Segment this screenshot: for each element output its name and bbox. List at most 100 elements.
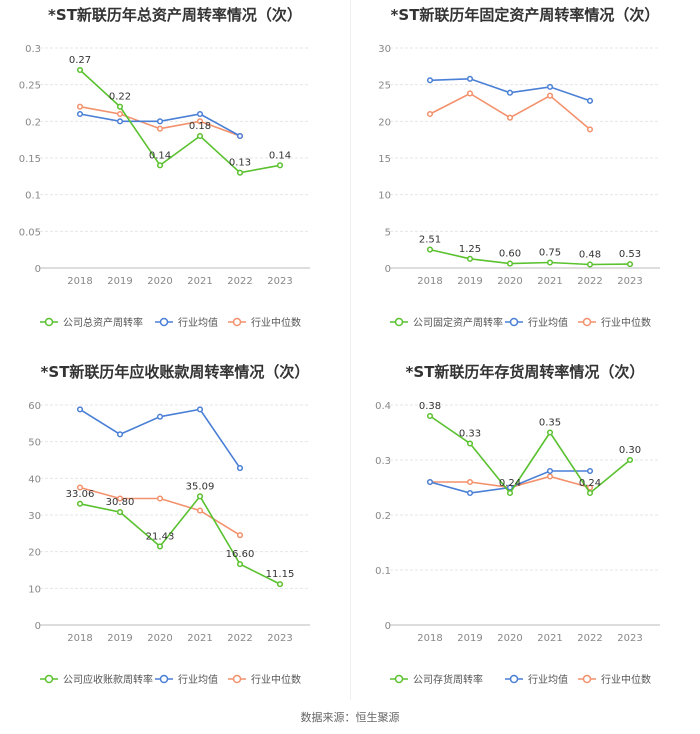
data-point-industry_median xyxy=(466,90,474,97)
data-point-industry_median xyxy=(546,473,554,480)
data-point-industry_avg xyxy=(426,478,434,486)
data-label: 0.24 xyxy=(499,478,521,489)
data-point-company xyxy=(546,429,554,436)
y-tick-label: 25 xyxy=(378,81,391,92)
x-tick-label: 2018 xyxy=(67,633,92,644)
data-point-industry_avg xyxy=(156,118,164,125)
y-tick-label: 50 xyxy=(28,438,41,449)
y-tick-label: 0.25 xyxy=(19,81,41,92)
data-label: 0.38 xyxy=(419,401,441,412)
y-tick-label: 0.1 xyxy=(375,566,391,577)
chart-svg: 0 0.05 0.1 0.15 0.2 0.25 0.3 2018 2019 2020 2021 20… xyxy=(19,44,310,329)
legend-marker-industry_median xyxy=(582,674,592,684)
data-point-industry_avg xyxy=(116,431,124,438)
x-tick-label: 2020 xyxy=(147,276,172,287)
data-point-company xyxy=(506,489,514,497)
legend-marker-company xyxy=(394,317,404,327)
data-label: 0.22 xyxy=(109,92,131,103)
series-line-industry_median xyxy=(79,486,241,536)
data-point-company xyxy=(586,261,594,268)
y-tick-label: 0.2 xyxy=(25,117,41,128)
data-point-company xyxy=(546,259,554,266)
data-point-industry_avg xyxy=(236,465,244,472)
x-tick-label: 2018 xyxy=(417,276,442,287)
series-line-company xyxy=(79,69,281,174)
y-tick-label: 0.2 xyxy=(375,511,391,522)
series-line-company xyxy=(429,248,631,266)
data-point-industry_median xyxy=(426,110,434,118)
x-tick-label: 2022 xyxy=(227,633,252,644)
data-label: 16.60 xyxy=(226,549,255,560)
data-label: 0.33 xyxy=(459,429,481,440)
data-label: 21.43 xyxy=(146,531,175,542)
data-point-industry_median xyxy=(76,103,84,110)
data-point-company xyxy=(116,103,124,110)
data-label: 11.15 xyxy=(266,569,295,580)
y-tick-label: 20 xyxy=(28,548,41,559)
x-tick-label: 2021 xyxy=(187,276,212,287)
series-line-industry_avg xyxy=(79,113,241,137)
data-label: 0.30 xyxy=(619,445,641,456)
data-point-industry_median xyxy=(196,118,204,125)
data-point-industry_avg xyxy=(156,413,164,420)
data-point-industry_median xyxy=(116,495,124,502)
chart-svg: 0 5 10 15 20 25 30 2018 2019 2020 2021 2022 2023 2.51… xyxy=(378,44,660,329)
legend-label-company: 公司总资产周转率 xyxy=(63,316,143,329)
data-point-industry_avg xyxy=(546,467,554,475)
x-tick-label: 2022 xyxy=(577,633,602,644)
data-point-company xyxy=(196,132,204,140)
data-point-company xyxy=(626,456,634,464)
legend-label-industry_avg: 行业均值 xyxy=(178,673,218,686)
data-point-industry_avg xyxy=(236,132,244,140)
data-point-company xyxy=(116,509,124,516)
chart-svg: 0 10 20 30 40 50 60 2018 2019 2020 2021 2022 2023 33.… xyxy=(28,401,310,686)
data-point-company xyxy=(466,440,474,447)
source-footer: 数据来源：恒生聚源 xyxy=(300,711,400,724)
x-tick-label: 2021 xyxy=(187,633,212,644)
y-tick-label: 5 xyxy=(385,227,391,238)
legend-label-company: 公司存货周转率 xyxy=(413,673,483,686)
data-point-industry_avg xyxy=(466,75,474,82)
data-point-industry_median xyxy=(586,484,594,491)
y-tick-label: 0.3 xyxy=(25,44,41,55)
data-point-industry_median xyxy=(546,92,554,99)
legend-marker-industry_median xyxy=(582,317,592,327)
data-point-company xyxy=(426,246,434,253)
data-label: 0.60 xyxy=(499,249,521,260)
data-point-industry_median xyxy=(156,495,164,502)
legend-label-company: 公司固定资产周转率 xyxy=(413,316,503,329)
x-tick-label: 2022 xyxy=(577,276,602,287)
data-label: 2.51 xyxy=(419,235,441,246)
x-tick-label: 2019 xyxy=(107,633,132,644)
x-tick-label: 2021 xyxy=(537,276,562,287)
legend-marker-industry_median xyxy=(232,674,242,684)
y-tick-label: 20 xyxy=(378,117,391,128)
panel-divider xyxy=(350,0,351,700)
legend-label-industry_avg: 行业均值 xyxy=(178,316,218,329)
legend-marker-industry_avg xyxy=(509,317,519,327)
data-point-company xyxy=(276,162,284,169)
legend-label-company: 公司应收账款周转率 xyxy=(63,673,153,686)
data-point-industry_median xyxy=(236,532,244,539)
data-point-industry_avg xyxy=(586,467,594,475)
chart-title: *ST新联历年总资产周转率情况（次） xyxy=(48,6,302,24)
data-label: 0.14 xyxy=(149,150,171,161)
x-tick-label: 2023 xyxy=(617,633,642,644)
data-point-industry_median xyxy=(196,507,204,514)
x-tick-label: 2019 xyxy=(457,633,482,644)
data-point-industry_avg xyxy=(506,484,514,491)
data-point-company xyxy=(196,493,204,500)
y-tick-label: 60 xyxy=(28,401,41,412)
data-point-company xyxy=(506,260,514,267)
data-label: 0.53 xyxy=(619,249,641,260)
data-point-industry_avg xyxy=(506,89,514,96)
legend-label-industry_median: 行业中位数 xyxy=(251,316,301,329)
data-point-industry_avg xyxy=(196,110,204,118)
chart-svg: 0 0.1 0.2 0.3 0.4 2018 2019 2020 2021 2022 2023 0.3… xyxy=(375,401,660,686)
data-point-industry_avg xyxy=(76,406,84,413)
data-point-company xyxy=(76,66,84,74)
chart-title: *ST新联历年存货周转率情况（次） xyxy=(405,363,645,381)
y-tick-label: 0.4 xyxy=(375,401,391,412)
data-label: 0.27 xyxy=(69,55,91,66)
y-tick-label: 15 xyxy=(378,154,391,165)
